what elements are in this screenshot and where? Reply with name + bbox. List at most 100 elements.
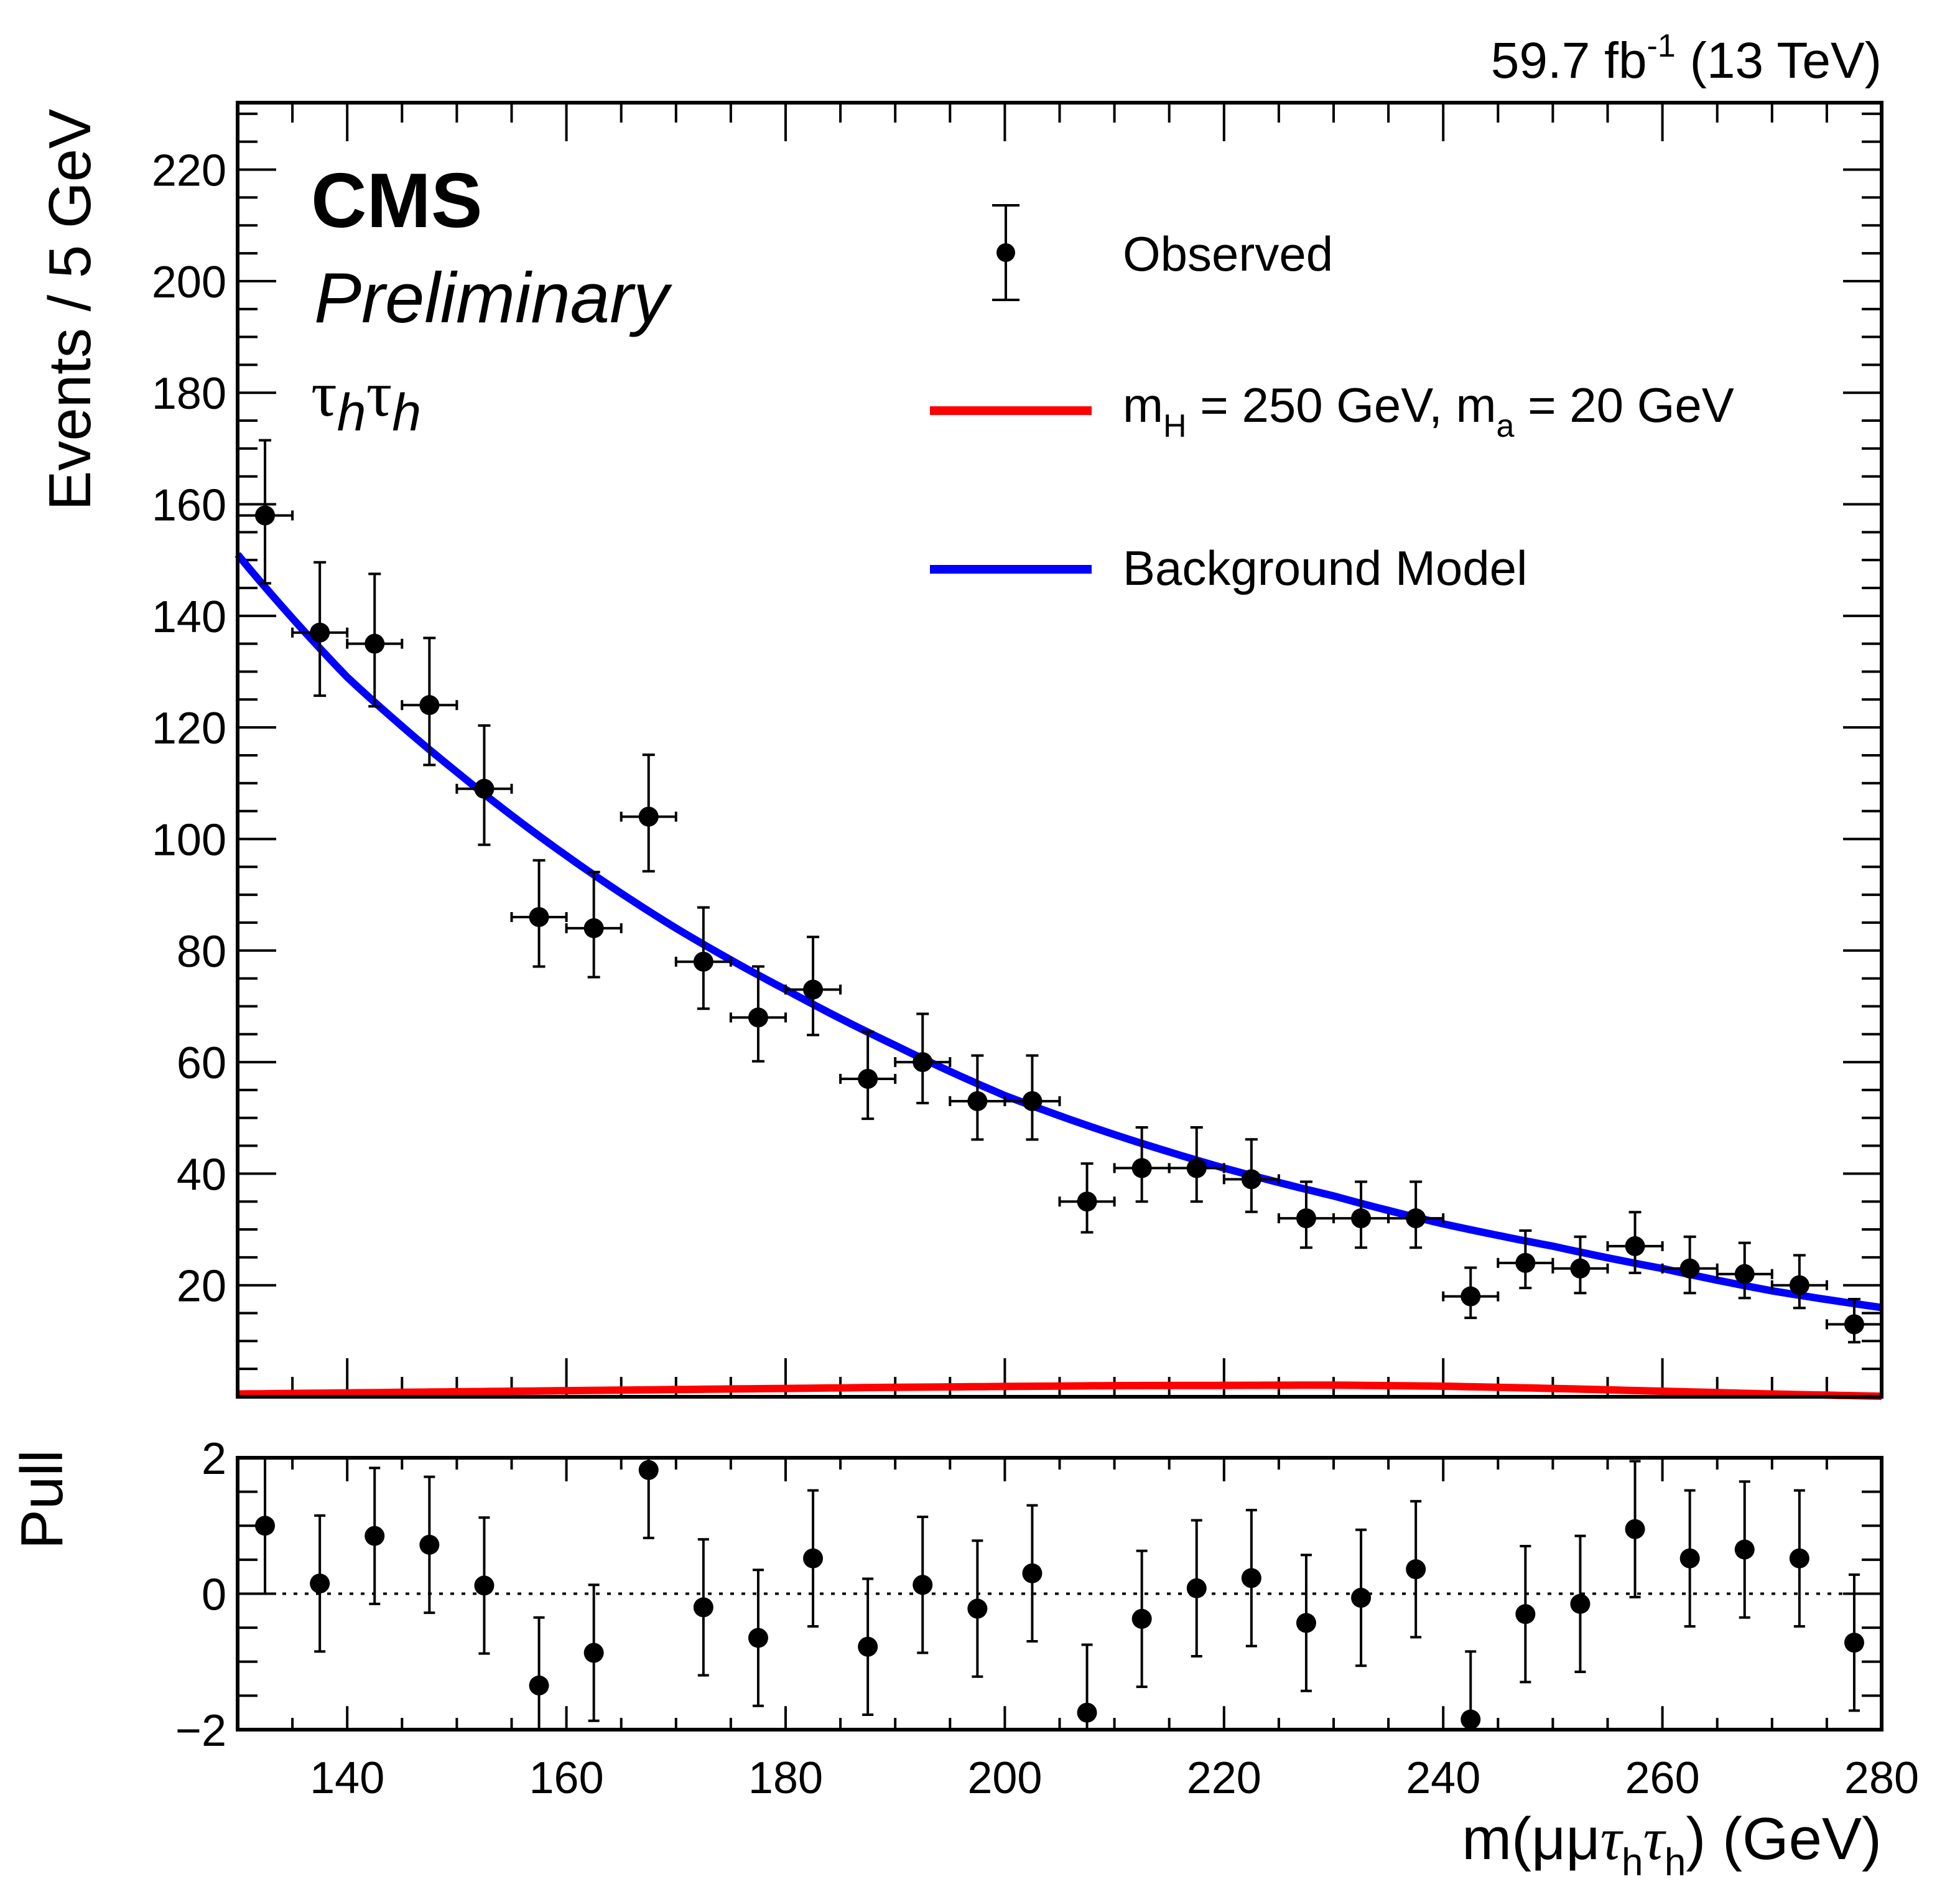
main-curves	[235, 552, 1882, 1401]
pull-marker	[913, 1575, 933, 1595]
pull-marker	[1351, 1588, 1372, 1608]
x-tick-label: 240	[1406, 1753, 1480, 1803]
observed-marker	[1351, 1208, 1372, 1229]
legend-observed-label: Observed	[1123, 226, 1333, 281]
pull-marker	[967, 1598, 988, 1619]
observed-point	[1716, 1241, 1773, 1300]
observed-point	[565, 870, 623, 979]
pull-marker	[803, 1548, 824, 1569]
observed-marker	[1296, 1208, 1316, 1229]
pull-point	[1789, 1489, 1809, 1628]
pull-y-tick-label: −2	[175, 1706, 226, 1756]
pull-marker	[1186, 1578, 1207, 1598]
y-tick-label: 200	[152, 258, 226, 307]
main-axis-ticks	[236, 103, 1883, 1397]
observed-marker	[693, 951, 713, 972]
legend-signal-mid: = 250 GeV, m	[1187, 378, 1497, 432]
y-tick-label: 220	[152, 146, 226, 196]
pull-marker	[1131, 1608, 1152, 1629]
channel-sub-1: h	[337, 383, 366, 442]
observed-marker	[1789, 1275, 1809, 1295]
pull-marker	[1570, 1593, 1591, 1614]
pull-marker	[1022, 1563, 1043, 1583]
y-tick-label: 40	[177, 1150, 226, 1200]
observed-point	[1661, 1235, 1719, 1295]
pull-point	[803, 1489, 824, 1628]
pull-point	[1515, 1545, 1536, 1684]
observed-marker	[858, 1068, 878, 1089]
pull-point	[1351, 1528, 1372, 1667]
observed-point	[674, 906, 732, 1010]
pull-y-tick-labels: 2 0 −2	[175, 1434, 226, 1756]
pull-marker	[1241, 1568, 1261, 1588]
main-plot-frame	[236, 101, 1883, 1399]
x-tick-label: 200	[967, 1753, 1042, 1803]
observed-point	[401, 636, 458, 767]
pull-marker	[1296, 1613, 1316, 1633]
y-tick-label: 60	[177, 1038, 226, 1088]
pull-marker	[638, 1460, 659, 1480]
observed-marker	[1734, 1264, 1755, 1284]
x-tick-label: 220	[1187, 1753, 1261, 1803]
pull-point	[1131, 1549, 1152, 1689]
pull-point	[1022, 1504, 1043, 1643]
observed-point	[1606, 1211, 1664, 1274]
observed-point	[1058, 1162, 1116, 1234]
pull-marker	[1406, 1559, 1426, 1580]
pull-point	[529, 1616, 549, 1730]
x-tick-label: 280	[1844, 1753, 1919, 1803]
observed-point	[1332, 1180, 1390, 1249]
observed-points	[236, 439, 1883, 1344]
observed-point	[1497, 1229, 1554, 1290]
pull-marker	[310, 1573, 330, 1594]
pull-point	[365, 1466, 385, 1605]
pull-point	[693, 1538, 713, 1677]
observed-point	[1442, 1266, 1500, 1320]
x-title-tau-1: τ	[1600, 1806, 1624, 1872]
observed-marker	[1461, 1286, 1481, 1307]
background-curve	[235, 552, 1882, 1312]
legend-background-label: Background Model	[1123, 541, 1527, 595]
pull-point	[1241, 1509, 1261, 1648]
y-tick-label: 20	[177, 1262, 226, 1312]
lumi-main: 59.7 fb	[1491, 32, 1647, 89]
pull-marker	[365, 1526, 385, 1546]
pull-marker	[1515, 1604, 1536, 1625]
legend: Observed mH = 250 GeV, ma = 20 GeV Backg…	[930, 204, 1734, 595]
x-axis-title: m(μμτhτh) (GeV)	[1462, 1806, 1882, 1884]
pull-point	[583, 1583, 604, 1722]
observed-point	[346, 572, 404, 708]
pull-point	[1844, 1573, 1864, 1712]
y-tick-label: 180	[152, 369, 226, 419]
x-title-suffix: ) (GeV)	[1686, 1806, 1882, 1872]
observed-marker	[967, 1091, 988, 1111]
observed-point	[510, 859, 568, 968]
observed-marker	[1625, 1236, 1645, 1256]
observed-point	[1222, 1138, 1280, 1213]
observed-marker	[748, 1007, 768, 1028]
legend-entry-background: Background Model	[930, 541, 1527, 595]
channel-sub-2: h	[392, 383, 421, 442]
signal-curve	[237, 1381, 1882, 1401]
y-tick-label: 80	[177, 927, 226, 977]
pull-point	[1625, 1460, 1645, 1598]
x-tick-label: 260	[1625, 1753, 1700, 1803]
pull-y-tick-label: 0	[202, 1570, 226, 1620]
observed-marker	[1077, 1191, 1097, 1212]
observed-point	[291, 561, 349, 697]
observed-marker	[474, 778, 495, 799]
pull-marker	[474, 1575, 495, 1596]
lumi-tail: (13 TeV)	[1676, 32, 1882, 89]
lumi-sup: -1	[1647, 28, 1676, 64]
pull-point	[1734, 1480, 1755, 1619]
pull-point	[474, 1516, 495, 1655]
pull-point	[967, 1539, 988, 1678]
observed-point	[236, 439, 294, 585]
pull-point	[858, 1577, 878, 1716]
lumi-label: 59.7 fb-1 (13 TeV)	[1491, 28, 1882, 89]
observed-point	[949, 1054, 1006, 1141]
observed-marker	[1679, 1258, 1700, 1279]
observed-point	[1551, 1235, 1609, 1295]
observed-marker	[638, 806, 659, 827]
